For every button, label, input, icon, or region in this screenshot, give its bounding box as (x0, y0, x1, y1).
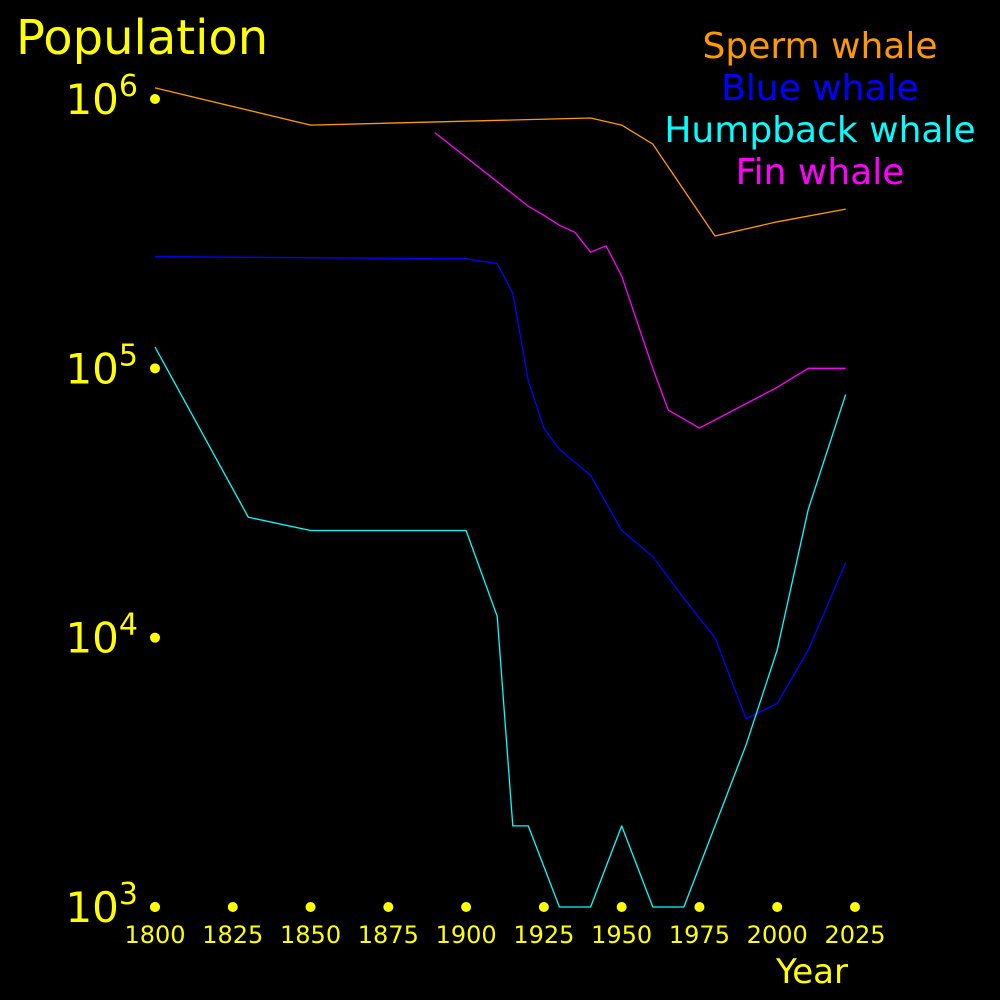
y-tick-base: 10 (65, 344, 118, 393)
axis-ticks: 1800 1825 1850 1875 1900 1925 1950 1975 2000 2025… (65, 69, 885, 949)
x-tick-label: 1925 (513, 921, 574, 949)
y-tick-label: 104 (65, 608, 138, 663)
x-tick-dot (383, 902, 394, 912)
x-tick-dot (616, 902, 627, 912)
x-tick-label: 1950 (591, 921, 652, 949)
x-tick-label: 1825 (202, 921, 263, 949)
x-tick-dot (227, 902, 238, 912)
y-tick-label: 105 (65, 338, 138, 393)
x-tick-label: 2000 (747, 921, 808, 949)
y-tick-exponent: 3 (119, 877, 138, 912)
y-tick-dot (150, 363, 160, 374)
y-tick-base: 10 (65, 614, 118, 663)
x-tick-label: 1800 (124, 921, 185, 949)
x-tick-label: 1900 (436, 921, 497, 949)
y-tick-base: 10 (65, 75, 118, 124)
y-axis-label: Population (16, 10, 268, 66)
x-tick-dot (538, 902, 549, 912)
series-lines (154, 87, 847, 908)
x-tick-dot (772, 902, 783, 912)
x-tick-dot (305, 902, 316, 912)
x-tick-dot (850, 902, 860, 912)
y-tick-dot (150, 94, 160, 104)
x-tick-label: 1850 (280, 921, 341, 949)
legend-entry-humpback-whale: Humpback whale (664, 110, 975, 151)
series-line-fin-whale (434, 132, 846, 429)
series-line-sperm-whale (154, 87, 846, 237)
y-tick-dot (150, 902, 160, 912)
y-tick-base: 10 (65, 883, 118, 932)
x-axis-label: Year (775, 952, 848, 992)
y-tick-label: 106 (65, 69, 138, 124)
y-tick-label: 103 (65, 877, 138, 932)
x-tick-label: 1975 (669, 921, 730, 949)
y-tick-exponent: 4 (119, 608, 138, 643)
series-line-humpback-whale (154, 346, 847, 908)
legend-entry-blue-whale: Blue whale (721, 68, 919, 109)
x-tick-label: 2025 (824, 921, 885, 949)
series-line-blue-whale (154, 255, 847, 720)
y-tick-dot (150, 632, 160, 643)
x-tick-dot (461, 902, 472, 912)
y-tick-exponent: 5 (119, 338, 138, 373)
x-tick-dot (694, 902, 705, 912)
legend-entry-fin-whale: Fin whale (736, 152, 905, 193)
legend-entry-sperm-whale: Sperm whale (702, 26, 937, 67)
x-tick-label: 1875 (358, 921, 419, 949)
y-tick-exponent: 6 (119, 69, 138, 104)
